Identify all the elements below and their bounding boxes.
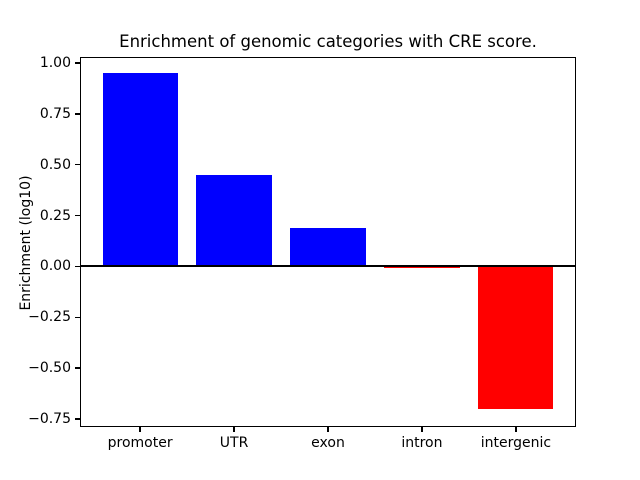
y-tick-label: −0.25 — [28, 309, 71, 326]
y-tick-mark — [75, 164, 80, 166]
y-tick-mark — [75, 418, 80, 420]
x-tick-mark — [421, 427, 423, 432]
x-tick-label-intergenic: intergenic — [480, 435, 552, 451]
y-tick-label: 0.25 — [39, 207, 71, 224]
x-tick-label-utr: UTR — [219, 435, 249, 451]
x-tick-label-exon: exon — [311, 435, 345, 451]
y-tick-label: 0.75 — [39, 105, 71, 122]
y-tick-label: −0.75 — [28, 410, 71, 427]
y-tick-label: −0.50 — [28, 360, 71, 377]
x-tick-mark — [327, 427, 329, 432]
x-tick-label-intron: intron — [401, 435, 443, 451]
y-tick-mark — [75, 265, 80, 268]
bar-exon — [290, 227, 366, 267]
bar-promoter — [102, 73, 178, 267]
bar-utr — [196, 174, 272, 267]
bar-intergenic — [478, 266, 554, 409]
y-tick-mark — [75, 214, 80, 217]
x-tick-label-promoter: promoter — [107, 435, 173, 451]
x-tick-mark — [139, 427, 141, 432]
y-tick-mark — [75, 62, 80, 64]
y-tick-label: 0.50 — [39, 156, 71, 173]
plot-area — [80, 57, 576, 427]
y-tick-mark — [75, 113, 80, 115]
y-tick-label: 1.00 — [39, 55, 71, 72]
zero-line — [80, 265, 576, 268]
y-tick-mark — [75, 367, 80, 369]
x-tick-mark — [233, 427, 235, 432]
x-tick-mark — [515, 427, 517, 432]
chart-title: Enrichment of genomic categories with CR… — [119, 32, 537, 51]
y-tick-label: 0.00 — [39, 258, 71, 275]
y-tick-mark — [75, 316, 80, 318]
